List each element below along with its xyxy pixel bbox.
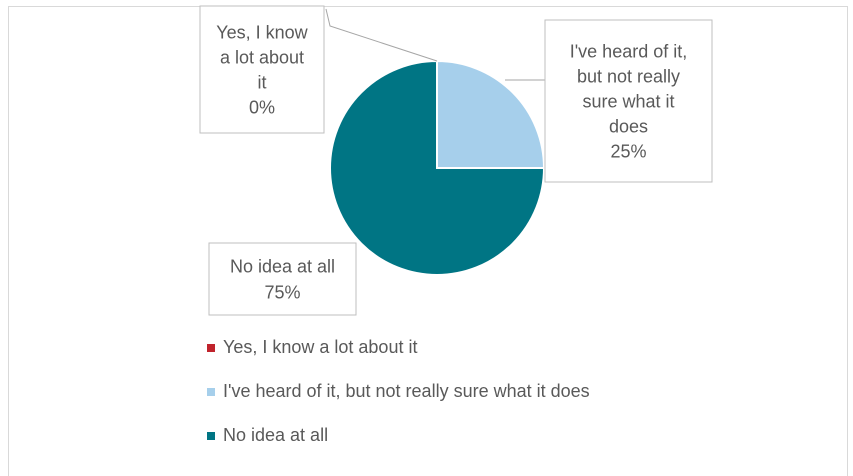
legend-item-2: No idea at all (207, 425, 328, 445)
data-label-category: does (609, 116, 648, 136)
legend-swatch (207, 344, 215, 352)
pie-chart: Yes, I know a lot about it 0% I've heard of … (199, 5, 713, 445)
legend-label: Yes, I know a lot about it (223, 337, 417, 357)
data-label-value: 75% (264, 283, 300, 303)
data-label-value: 0% (249, 97, 275, 117)
data-label-category: sure what it (582, 91, 674, 111)
legend-swatch (207, 432, 215, 440)
data-label-category: No idea at all (230, 257, 335, 277)
callout-2: No idea at all 75% (208, 242, 357, 316)
data-label-category: I've heard of it, (570, 41, 688, 61)
pie-slices (329, 59, 546, 276)
legend-label: I've heard of it, but not really sure wh… (223, 381, 590, 401)
chart-frame (8, 6, 848, 476)
legend-label: No idea at all (223, 425, 328, 445)
callout-0: Yes, I know a lot about it 0% (199, 5, 325, 134)
pie-slice-2 (329, 59, 546, 276)
pie-slice-1 (436, 59, 546, 169)
legend-swatch (207, 388, 215, 396)
data-label-category: a lot about (220, 47, 304, 67)
callout-box (208, 242, 357, 316)
data-label-category: Yes, I know (216, 22, 308, 42)
callout-box (544, 19, 713, 183)
data-label-category: but not really (577, 66, 680, 86)
legend-item-0: Yes, I know a lot about it (207, 337, 417, 357)
data-label-value: 25% (610, 141, 646, 161)
legend: Yes, I know a lot about it I've heard of … (207, 337, 590, 445)
leader-line-0 (325, 8, 438, 62)
legend-item-1: I've heard of it, but not really sure wh… (207, 381, 590, 401)
callout-1: I've heard of it, but not really sure what… (544, 19, 713, 183)
data-label-category: it (258, 72, 267, 92)
data-label-callouts: Yes, I know a lot about it 0% I've heard of … (199, 5, 713, 316)
callout-box (199, 5, 325, 134)
